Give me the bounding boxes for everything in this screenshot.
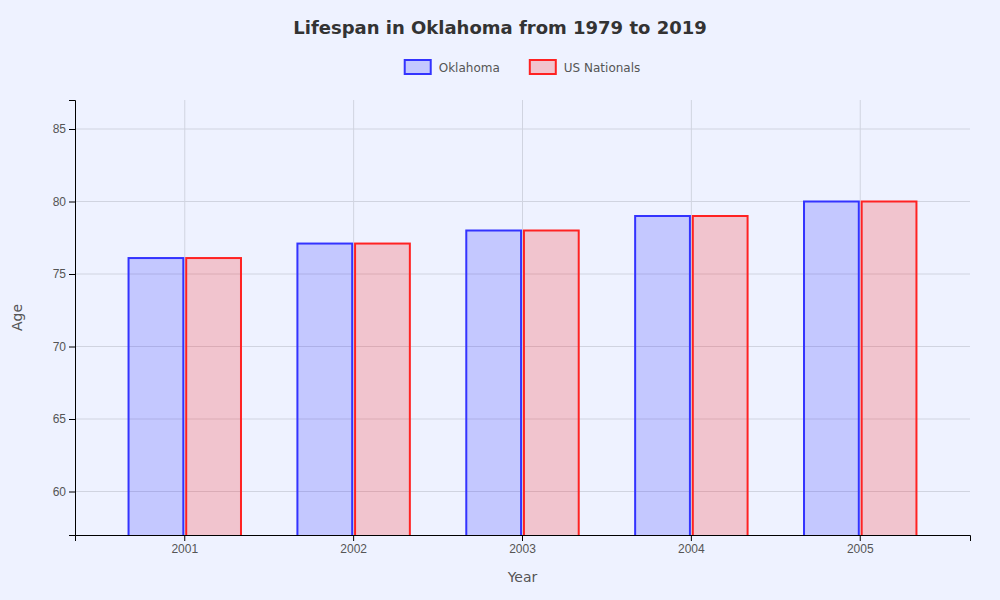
bar-series [129,202,859,536]
y-tick: 85 [53,122,75,136]
y-tick: 60 [53,485,75,499]
y-tick: 75 [53,267,75,281]
tick-mark [69,202,75,203]
bar [862,202,917,536]
tick-label: 65 [53,412,67,426]
x-tick: 2005 [847,535,874,556]
plot: 2001 2002 2003 2004 2005 60 65 70 75 80 85 [53,100,971,600]
bar [129,258,184,535]
bars [129,202,917,536]
grid-line [522,100,523,535]
tick-mark [860,535,861,541]
bar [804,202,859,536]
tick-label: 2004 [678,542,705,556]
bar [635,216,690,535]
bar [693,216,748,535]
tick-label: 2002 [340,542,367,556]
chart: 2001 2002 2003 2004 2005 60 65 70 75 80 85 Year Age L… [0,0,1000,600]
legend-label: Oklahoma [439,61,500,75]
tick-mark [184,535,185,541]
tick-label: 60 [53,485,67,499]
tick-mark [69,492,75,493]
grid-line [691,100,692,535]
legend-swatch [405,60,431,74]
tick-mark [69,347,75,348]
y-tick: 80 [53,195,75,209]
tick-mark [691,535,692,541]
legend: Oklahoma US Nationals [405,60,641,75]
axis-line [69,101,76,536]
tick-label: 75 [53,267,67,281]
tick-label: 70 [53,340,67,354]
bar [466,231,521,536]
tick-mark [522,535,523,541]
tick-mark [353,535,354,541]
tick-label: 2001 [171,542,198,556]
x-tick: 2002 [340,535,367,556]
legend-label: US Nationals [564,61,640,75]
tick-mark [69,274,75,275]
tick-mark [69,129,75,130]
title: Lifespan in Oklahoma from 1979 to 2019 [293,17,707,38]
y-tick: 65 [53,412,75,426]
bar [524,231,579,536]
grid-line [860,100,861,535]
x-tick: 2001 [171,535,198,556]
axis-line [76,536,971,542]
x-axis-title: Year [507,569,538,585]
bar [297,244,352,535]
x-axis: 2001 2002 2003 2004 2005 [76,535,971,556]
grid-line [353,100,354,535]
bar-series [186,202,916,536]
y-axis-title: Age [9,304,25,331]
bar [186,258,241,535]
legend-item: Oklahoma [405,60,500,75]
tick-mark [69,419,75,420]
x-tick: 2003 [509,535,536,556]
tick-label: 2003 [509,542,536,556]
legend-swatch [530,60,556,74]
tick-label: 2005 [847,542,874,556]
legend-item: US Nationals [530,60,640,75]
y-tick: 70 [53,340,75,354]
x-tick: 2004 [678,535,705,556]
y-axis: 60 65 70 75 80 85 [53,101,76,536]
tick-label: 80 [53,195,67,209]
bar [355,244,410,535]
tick-label: 85 [53,122,67,136]
grid-line [184,100,185,535]
